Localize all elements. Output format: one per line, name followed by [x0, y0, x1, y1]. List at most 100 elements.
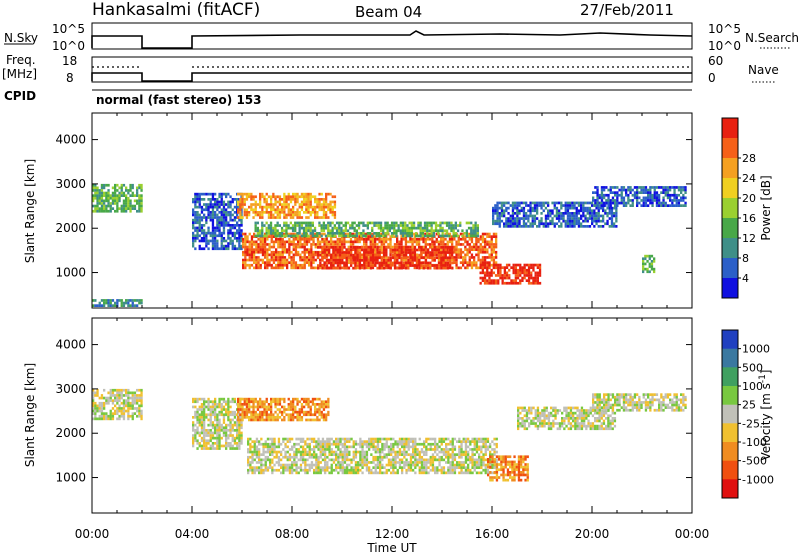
data-cell	[236, 426, 239, 430]
data-cell	[218, 231, 221, 235]
data-cell	[264, 466, 267, 469]
data-cell	[468, 248, 471, 251]
data-cell	[299, 437, 303, 441]
data-cell	[271, 461, 274, 464]
data-cell	[434, 229, 438, 233]
data-cell	[192, 200, 195, 204]
data-cell	[305, 208, 308, 212]
data-cell	[516, 219, 519, 223]
data-cell	[622, 204, 626, 207]
data-cell	[677, 199, 681, 202]
data-cell	[233, 218, 237, 222]
data-cell	[322, 211, 326, 214]
data-cell	[205, 203, 208, 206]
data-cell	[479, 271, 482, 275]
data-cell	[465, 234, 468, 238]
data-cell	[308, 253, 311, 257]
data-cell	[280, 229, 284, 233]
data-cell	[103, 202, 106, 205]
data-cell	[323, 246, 326, 249]
data-cell	[92, 199, 95, 203]
data-cell	[390, 232, 394, 235]
data-cell	[642, 265, 645, 268]
data-cell	[439, 221, 442, 225]
data-cell	[277, 445, 281, 449]
data-cell	[527, 263, 531, 267]
data-cell	[292, 211, 295, 214]
data-cell	[278, 416, 282, 419]
data-cell	[298, 203, 301, 206]
data-cell	[258, 450, 261, 454]
data-cell	[92, 401, 95, 405]
data-cell	[429, 261, 432, 265]
data-cell	[329, 224, 332, 227]
data-cell	[296, 400, 299, 404]
data-cell	[454, 232, 457, 235]
data-cell	[378, 251, 381, 254]
data-cell	[309, 400, 312, 404]
data-cell	[400, 258, 403, 262]
data-cell	[286, 450, 289, 454]
data-cell	[291, 466, 294, 469]
data-cell	[283, 232, 287, 236]
data-cell	[296, 211, 299, 214]
data-cell	[408, 234, 411, 238]
data-cell	[211, 224, 215, 227]
data-cell	[259, 213, 262, 217]
data-cell	[531, 219, 534, 223]
data-cell	[499, 274, 502, 277]
data-cell	[248, 400, 251, 404]
data-cell	[267, 211, 271, 214]
data-cell	[500, 219, 504, 223]
data-cell	[651, 201, 654, 205]
data-cell	[540, 206, 543, 210]
data-cell	[330, 243, 333, 246]
data-cell	[327, 234, 330, 238]
data-cell	[644, 267, 647, 271]
data-cell	[127, 396, 130, 400]
data-cell	[207, 203, 210, 206]
data-cell	[332, 261, 335, 265]
data-cell	[233, 231, 237, 235]
data-cell	[229, 200, 232, 204]
data-cell	[611, 191, 615, 194]
data-cell	[245, 198, 249, 201]
data-cell	[514, 217, 517, 220]
data-cell	[98, 301, 101, 305]
data-cell	[341, 251, 344, 254]
data-cell	[352, 266, 355, 270]
data-cell	[100, 396, 104, 400]
data-cell	[279, 240, 282, 244]
data-cell	[527, 204, 530, 207]
data-cell	[573, 201, 576, 205]
data-cell	[222, 229, 226, 232]
data-cell	[261, 405, 264, 409]
data-cell	[655, 191, 659, 194]
data-cell	[280, 458, 283, 462]
data-cell	[363, 266, 366, 270]
data-cell	[294, 416, 297, 419]
data-cell	[105, 401, 108, 405]
data-cell	[305, 400, 308, 404]
data-cell	[118, 407, 121, 410]
data-cell	[296, 234, 299, 238]
data-cell	[314, 243, 317, 246]
data-cell	[237, 400, 240, 404]
data-cell	[229, 216, 232, 219]
data-cell	[305, 413, 308, 417]
data-cell	[555, 212, 559, 215]
data-cell	[216, 229, 219, 232]
data-cell	[310, 248, 313, 251]
data-cell	[577, 201, 581, 205]
data-cell	[597, 219, 600, 223]
data-cell	[236, 231, 239, 235]
data-cell	[627, 199, 630, 202]
data-cell	[140, 412, 143, 415]
data-cell	[127, 388, 130, 392]
data-cell	[445, 221, 449, 225]
data-cell	[472, 226, 475, 230]
data-cell	[240, 434, 243, 437]
data-cell	[455, 240, 458, 244]
data-cell	[367, 251, 370, 254]
data-cell	[586, 217, 589, 220]
